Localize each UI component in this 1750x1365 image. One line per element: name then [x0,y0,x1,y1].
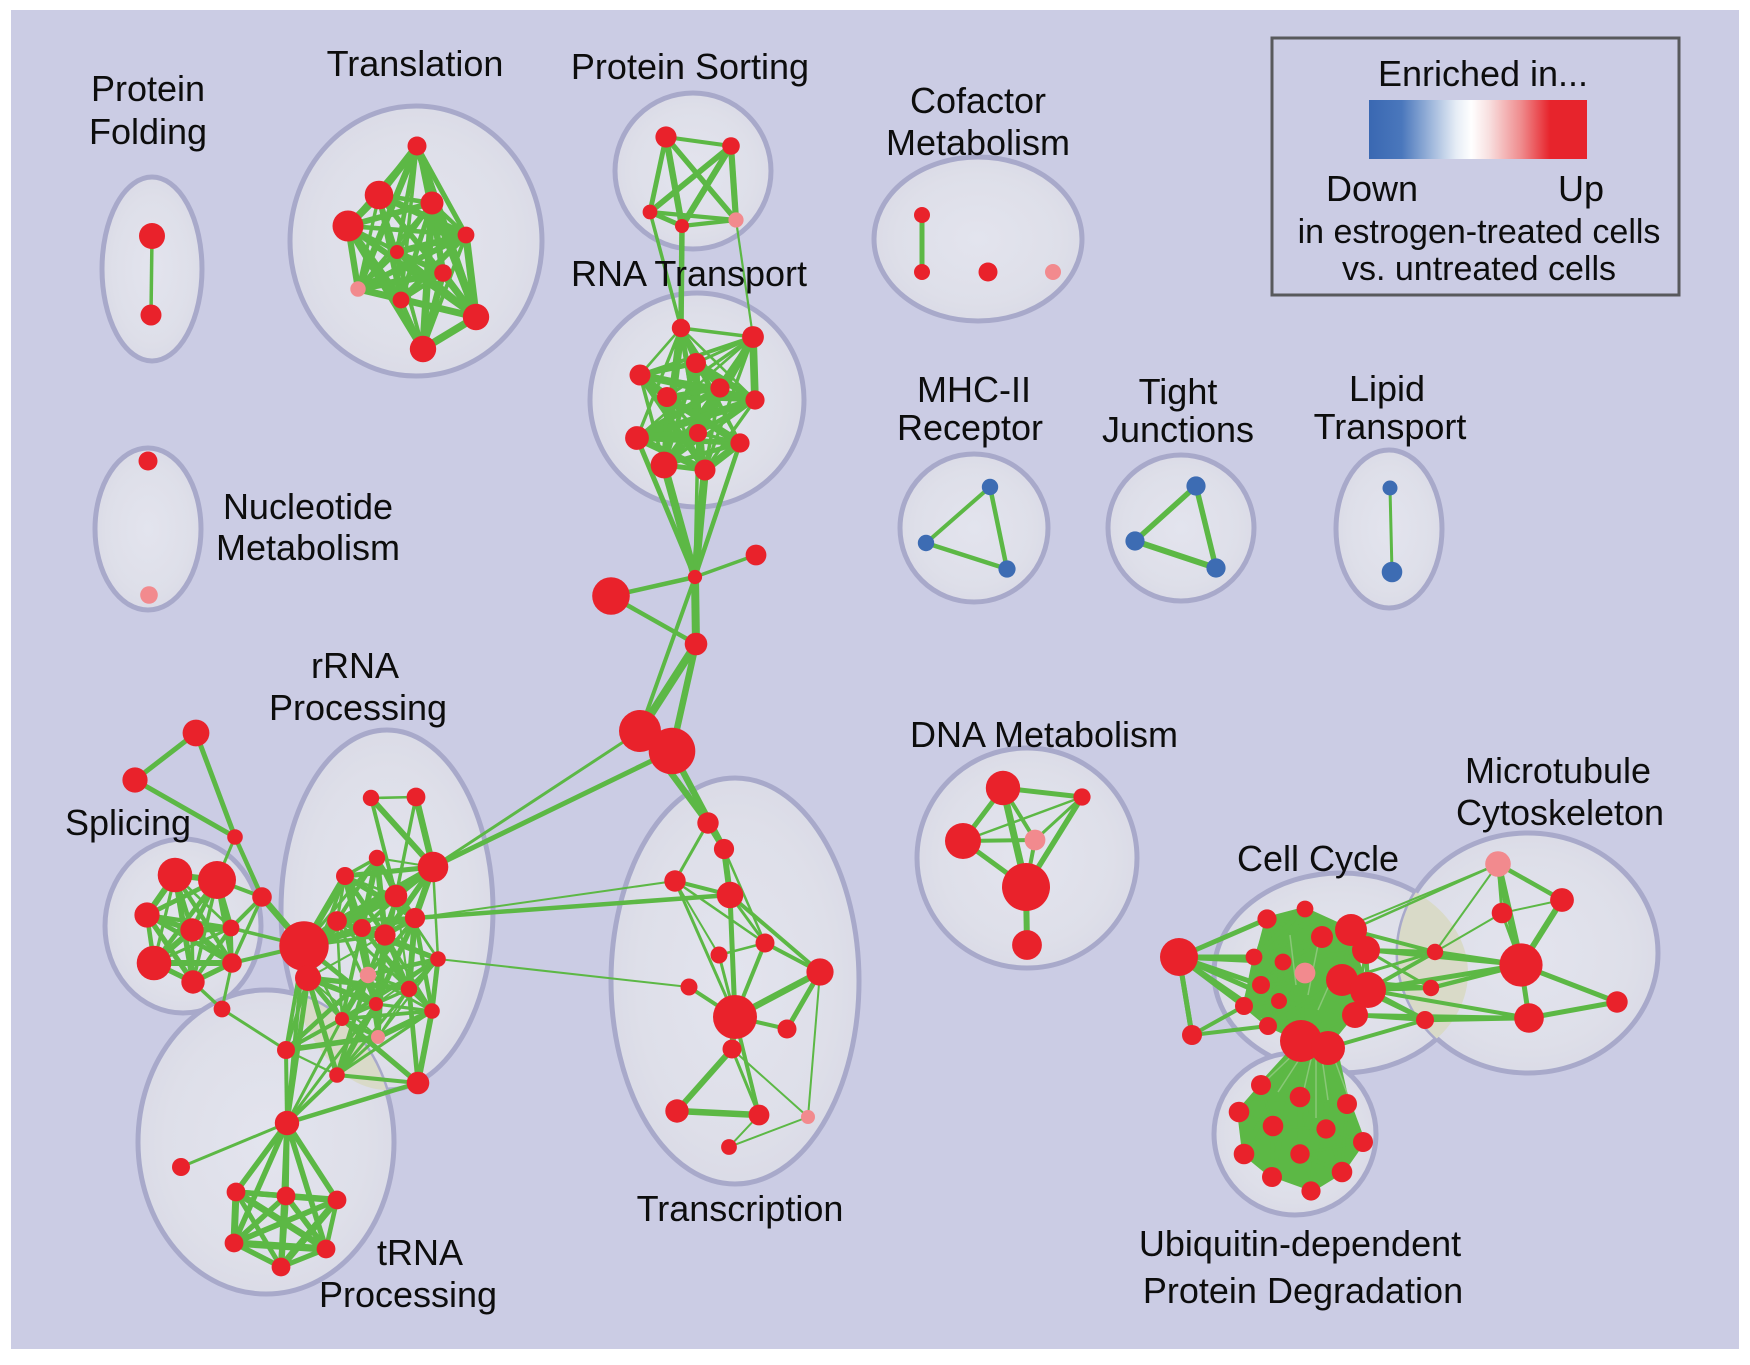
svg-text:DNA Metabolism: DNA Metabolism [910,714,1178,755]
svg-text:Transcription: Transcription [637,1188,844,1229]
svg-text:Protein: Protein [91,68,205,109]
svg-text:Tight: Tight [1139,371,1218,412]
svg-text:vs. untreated cells: vs. untreated cells [1342,250,1616,288]
svg-text:Cytoskeleton: Cytoskeleton [1456,792,1664,833]
svg-text:RNA Transport: RNA Transport [571,253,807,294]
svg-text:Cofactor: Cofactor [910,80,1046,121]
svg-text:Up: Up [1558,168,1604,209]
svg-text:Protein Sorting: Protein Sorting [571,46,809,87]
svg-text:Nucleotide: Nucleotide [223,486,393,527]
svg-text:Cell Cycle: Cell Cycle [1237,838,1399,879]
svg-text:Microtubule: Microtubule [1465,750,1651,791]
svg-text:Ubiquitin-dependent: Ubiquitin-dependent [1139,1223,1461,1264]
svg-text:Protein Degradation: Protein Degradation [1143,1270,1463,1311]
svg-text:Splicing: Splicing [65,802,191,843]
svg-text:Processing: Processing [319,1274,497,1315]
svg-text:Transport: Transport [1314,406,1467,447]
svg-text:Lipid: Lipid [1349,368,1425,409]
svg-text:Metabolism: Metabolism [216,527,400,568]
svg-text:Enriched in...: Enriched in... [1378,53,1588,94]
svg-text:Translation: Translation [327,43,504,84]
svg-text:tRNA: tRNA [377,1232,463,1273]
svg-text:rRNA: rRNA [311,645,399,686]
svg-text:Receptor: Receptor [897,407,1043,448]
svg-text:Down: Down [1326,168,1418,209]
svg-text:Metabolism: Metabolism [886,122,1070,163]
svg-text:Junctions: Junctions [1102,409,1254,450]
svg-text:MHC-II: MHC-II [917,369,1031,410]
svg-text:Folding: Folding [89,111,207,152]
svg-text:in estrogen-treated cells: in estrogen-treated cells [1298,213,1661,251]
svg-text:Processing: Processing [269,687,447,728]
